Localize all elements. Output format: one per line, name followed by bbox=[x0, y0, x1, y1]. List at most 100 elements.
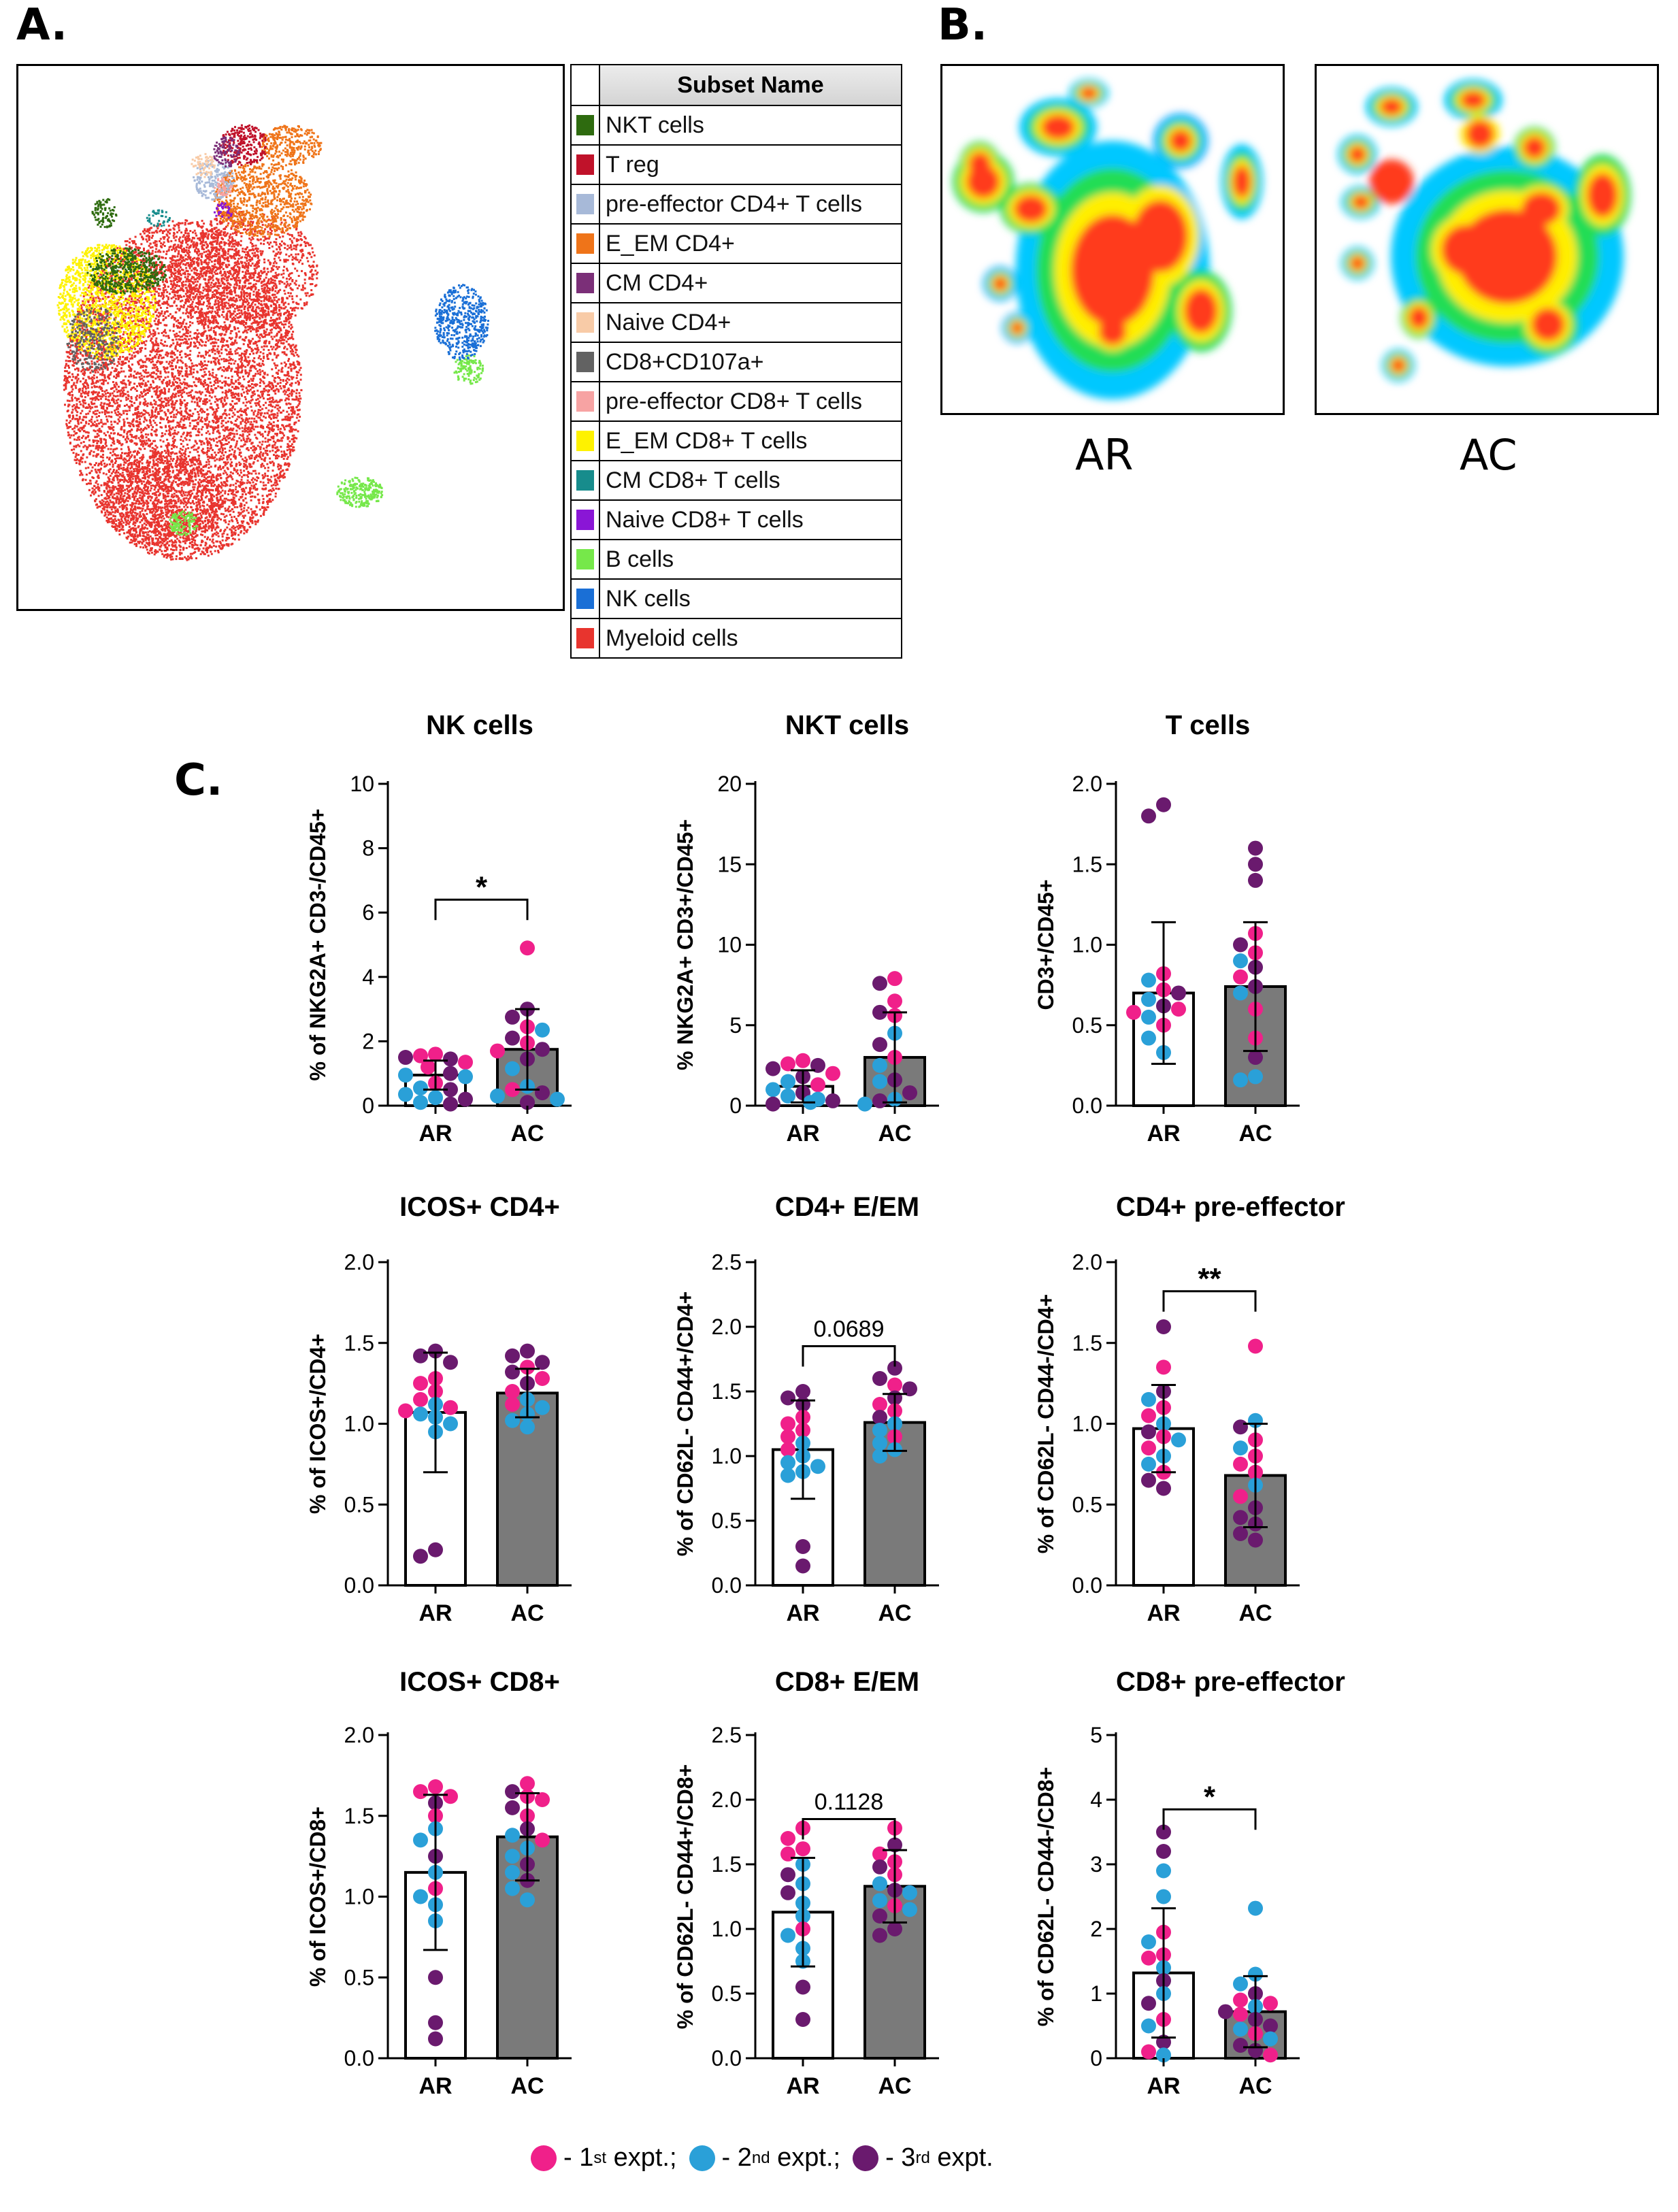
data-point bbox=[1263, 1996, 1278, 2011]
data-point bbox=[1233, 1456, 1248, 1472]
y-tick-label: 2.0 bbox=[344, 1723, 374, 1747]
y-tick-label: 0.5 bbox=[712, 1508, 742, 1533]
error-bar-AR bbox=[791, 1069, 815, 1104]
y-axis-label: % of CD62L- CD44-/CD8+ bbox=[1034, 1767, 1058, 2026]
data-point bbox=[780, 1867, 795, 1883]
data-point bbox=[902, 1902, 917, 1917]
legend-label: pre-effector CD8+ T cells bbox=[599, 381, 902, 422]
data-point bbox=[458, 1091, 473, 1107]
data-point bbox=[1233, 2021, 1248, 2037]
data-point bbox=[428, 2031, 443, 2047]
data-point bbox=[1141, 1996, 1156, 2011]
x-tick-label: AR bbox=[1147, 1600, 1180, 1626]
data-point bbox=[520, 940, 535, 956]
data-point bbox=[490, 1043, 505, 1059]
y-tick-label: 2.0 bbox=[1072, 1250, 1102, 1274]
tsne-cluster bbox=[169, 510, 199, 536]
x-tick-label: AC bbox=[1238, 1121, 1272, 1146]
data-point bbox=[872, 1410, 887, 1425]
density-contours bbox=[953, 79, 1263, 399]
y-tick-label: 2.5 bbox=[712, 1250, 742, 1274]
data-point bbox=[887, 1360, 902, 1376]
points-AC bbox=[872, 1360, 917, 1464]
data-point bbox=[520, 1892, 535, 1908]
experiment-suffix: expt.; bbox=[606, 2143, 677, 2172]
data-point bbox=[766, 1061, 780, 1076]
data-point bbox=[872, 1037, 887, 1053]
bar-chart-icos4: ICOS+ CD4+ 0.0 0.5 1.0 1.5 2.0 % of ICOS+/CD4+… bbox=[272, 1192, 626, 1660]
data-point bbox=[795, 1384, 810, 1399]
legend-label: pre-effector CD4+ T cells bbox=[599, 184, 902, 225]
significance-bracket bbox=[434, 898, 529, 921]
legend-row: NK cells bbox=[570, 578, 902, 619]
data-point bbox=[1141, 1408, 1156, 1423]
data-point bbox=[872, 1909, 887, 1924]
error-bar-AR bbox=[423, 1794, 448, 1951]
data-point bbox=[1156, 797, 1171, 812]
tsne-cluster bbox=[213, 136, 241, 168]
legend-row: Myeloid cells bbox=[570, 618, 902, 659]
data-point bbox=[795, 1979, 810, 1995]
tsne-scatter bbox=[56, 124, 489, 561]
error-bar-AR bbox=[791, 1857, 815, 1968]
legend-label: CD8+CD107a+ bbox=[599, 342, 902, 382]
data-point bbox=[780, 1074, 795, 1089]
y-tick-label: 10 bbox=[717, 933, 742, 957]
significance-label: 0.0689 bbox=[814, 1317, 885, 1342]
data-point bbox=[810, 1077, 825, 1093]
experiment-label: - 1 bbox=[563, 2143, 594, 2172]
y-tick-label: 1.0 bbox=[712, 1917, 742, 1941]
points-AC bbox=[505, 1343, 550, 1435]
data-point bbox=[505, 1082, 520, 1097]
data-point bbox=[1263, 2031, 1278, 2047]
data-point bbox=[398, 1050, 413, 1066]
data-point bbox=[1171, 985, 1186, 1001]
chart-title: T cells bbox=[1165, 710, 1251, 740]
panel-label-c: C. bbox=[174, 755, 223, 806]
y-tick-label: 2.0 bbox=[712, 1315, 742, 1339]
data-point bbox=[1248, 840, 1263, 856]
data-point bbox=[1141, 1950, 1156, 1966]
data-point bbox=[535, 1085, 550, 1101]
bar-chart-tcells: T cells 0.0 0.5 1.0 1.5 2.0 CD3+/CD45+ AR AC bbox=[1000, 710, 1354, 1181]
bar-chart-cd8pre: CD8+ pre-effector 0 1 2 3 4 5% of CD62L- CD44-… bbox=[1000, 1667, 1354, 2133]
y-tick-label: 2 bbox=[1090, 1917, 1102, 1941]
experiment-dot bbox=[853, 2145, 879, 2171]
panel-label-a: A. bbox=[16, 0, 68, 50]
data-point bbox=[413, 1406, 428, 1422]
bar-chart-icos8: ICOS+ CD8+ 0.0 0.5 1.0 1.5 2.0 % of ICOS+/CD8+… bbox=[272, 1667, 626, 2133]
data-point bbox=[872, 1846, 887, 1862]
y-tick-label: 1.5 bbox=[712, 1379, 742, 1404]
legend-swatch bbox=[576, 391, 594, 412]
data-point bbox=[413, 1095, 428, 1110]
x-tick-label: AC bbox=[510, 1600, 544, 1626]
legend-row: T reg bbox=[570, 144, 902, 185]
density-plot-ar bbox=[940, 64, 1285, 420]
error-bar-AC bbox=[515, 1368, 540, 1419]
legend-row: E_EM CD4+ bbox=[570, 223, 902, 264]
data-point bbox=[535, 1832, 550, 1848]
data-point bbox=[1248, 1900, 1263, 1916]
data-point bbox=[505, 1061, 520, 1076]
y-tick-label: 0.5 bbox=[712, 1981, 742, 2006]
y-tick-label: 2.5 bbox=[712, 1723, 742, 1747]
tsne-cluster bbox=[336, 476, 384, 508]
y-tick-label: 1.0 bbox=[1072, 933, 1102, 957]
points-AR bbox=[1126, 797, 1186, 1060]
x-tick-label: AC bbox=[510, 1121, 544, 1146]
data-point bbox=[1263, 2047, 1278, 2063]
bar-chart-nkt: NKT cells 0 5 10 15 20 % NKG2A+ CD3+/CD45+ AR AC bbox=[640, 710, 993, 1181]
data-point bbox=[1233, 1510, 1248, 1525]
data-point bbox=[535, 1022, 550, 1038]
error-bar-AR bbox=[1151, 1384, 1176, 1474]
data-point bbox=[520, 1776, 535, 1792]
data-point bbox=[1248, 1069, 1263, 1085]
y-tick-label: 1.0 bbox=[1072, 1412, 1102, 1436]
y-tick-label: 20 bbox=[717, 772, 742, 796]
data-point bbox=[505, 1784, 520, 1800]
data-point bbox=[413, 1549, 428, 1564]
data-point bbox=[872, 1093, 887, 1108]
data-point bbox=[1141, 2018, 1156, 2034]
data-point bbox=[872, 1074, 887, 1089]
legend-row: CD8+CD107a+ bbox=[570, 342, 902, 382]
